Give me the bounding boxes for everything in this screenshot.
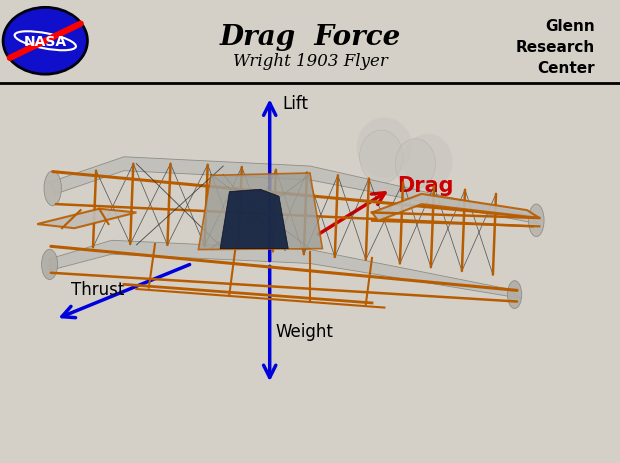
Ellipse shape xyxy=(42,250,58,280)
Ellipse shape xyxy=(356,118,412,178)
Ellipse shape xyxy=(403,134,453,190)
Ellipse shape xyxy=(396,139,435,189)
Polygon shape xyxy=(198,174,322,250)
Text: Glenn
Research
Center: Glenn Research Center xyxy=(516,19,595,75)
Polygon shape xyxy=(37,209,136,229)
Text: NASA: NASA xyxy=(24,35,67,49)
Ellipse shape xyxy=(360,131,403,184)
Text: Wright 1903 Flyer: Wright 1903 Flyer xyxy=(232,53,388,69)
Polygon shape xyxy=(372,194,539,221)
Text: Lift: Lift xyxy=(282,95,308,113)
Ellipse shape xyxy=(44,172,61,206)
Ellipse shape xyxy=(507,281,522,309)
Polygon shape xyxy=(50,241,521,299)
Text: Thrust: Thrust xyxy=(71,281,125,298)
Ellipse shape xyxy=(3,8,87,75)
Text: Drag: Drag xyxy=(397,175,453,195)
Ellipse shape xyxy=(528,205,544,237)
Polygon shape xyxy=(220,190,288,249)
Text: Weight: Weight xyxy=(276,322,334,340)
Text: Drag  Force: Drag Force xyxy=(219,24,401,50)
Polygon shape xyxy=(50,157,539,225)
